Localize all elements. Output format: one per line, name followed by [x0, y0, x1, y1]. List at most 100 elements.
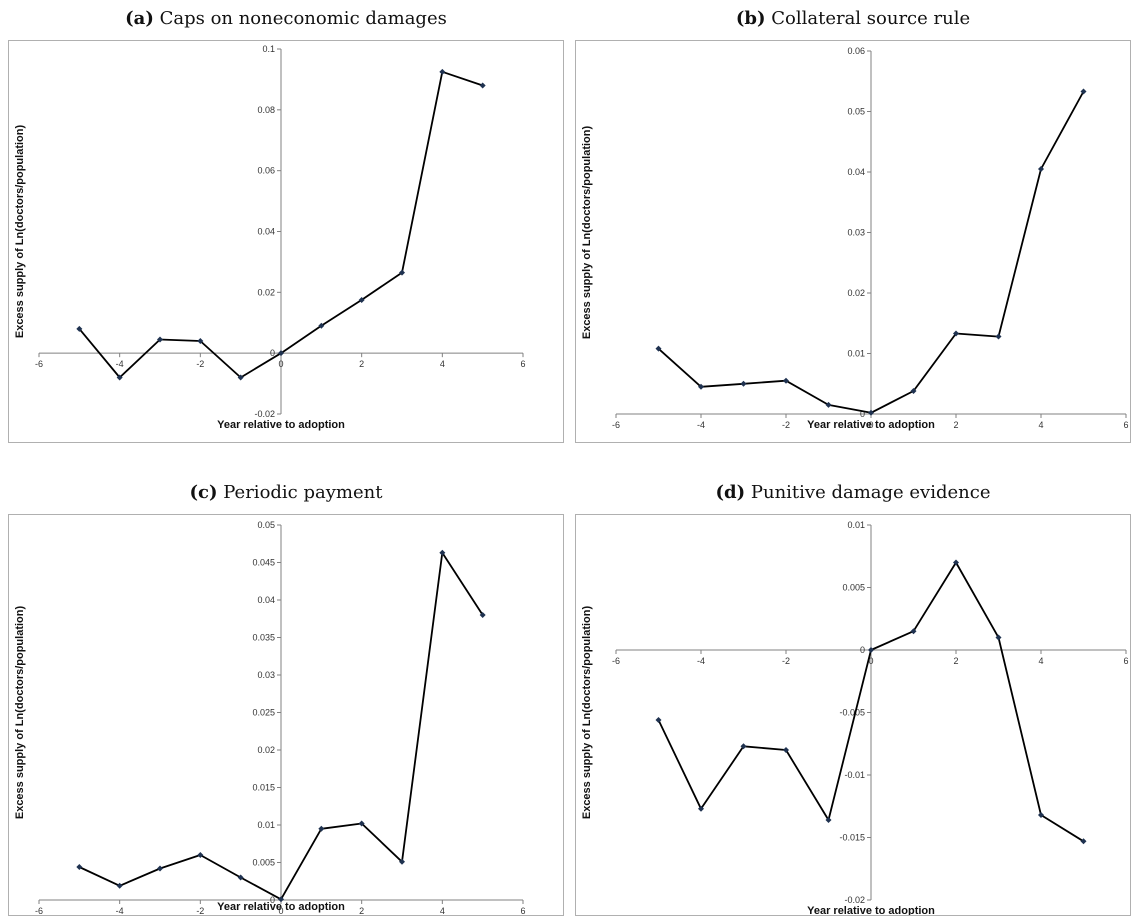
x-tick-label: 2 [359, 359, 364, 369]
data-point [740, 743, 747, 750]
chart-frame: -0.02 0 0.02 0.04 0.06 0.08 0.1 -6 -4 -2 0 2 4 6 Year … [8, 40, 564, 443]
data-point [1080, 88, 1087, 95]
data-point [157, 336, 163, 343]
data-point [197, 338, 204, 344]
y-tick-label: 0.005 [842, 583, 865, 593]
x-axis-label: Year relative to adoption [217, 419, 345, 431]
y-tick-label: -0.005 [839, 708, 865, 718]
y-tick-label: 0 [860, 645, 865, 655]
x-axis-label: Year relative to adoption [807, 419, 935, 431]
y-tick-label: 0.05 [847, 107, 865, 117]
x-tick-label: 2 [953, 656, 958, 666]
chart-title-text: Periodic payment [223, 482, 383, 503]
chart-title: (a) Caps on noneconomic damages [8, 8, 564, 29]
y-tick-label: -0.01 [844, 770, 865, 780]
data-point [868, 409, 874, 416]
y-tick-label: 0 [860, 409, 865, 419]
x-tick-label: 6 [520, 359, 525, 369]
data-point [1038, 165, 1044, 172]
y-tick-label: 0.04 [257, 595, 275, 605]
x-tick-label: 4 [1038, 656, 1043, 666]
data-point [655, 345, 662, 352]
data-point [318, 825, 325, 832]
data-point [698, 805, 704, 812]
chart-svg: -0.02 -0.015 -0.01 -0.005 0 0.005 0.01 -6 -4 -2 0 2… [581, 520, 1129, 915]
data-point [995, 634, 1002, 641]
data-point [76, 864, 83, 870]
chart-svg: 0 0.005 0.01 0.015 0.02 0.025 0.03 0.035 0.04 0.0… [14, 520, 526, 915]
y-axis-label: Excess supply of Ln(doctors/population) [581, 606, 593, 820]
x-tick-label: -4 [116, 906, 124, 915]
chart-title: (c) Periodic payment [8, 482, 564, 503]
y-tick-label: 0.06 [847, 46, 865, 56]
x-tick-label: 0 [278, 359, 283, 369]
x-tick-label: 4 [440, 906, 445, 915]
chart-panel-c: (c) Periodic payment 0 0.005 0.01 0.015 0.02… [8, 482, 564, 916]
y-tick-label: 0.045 [252, 558, 275, 568]
x-tick-label: -6 [612, 420, 620, 430]
data-point [116, 882, 123, 889]
y-tick-label: 0.025 [252, 708, 275, 718]
y-tick-label: 0.02 [257, 745, 275, 755]
y-tick-label: 0.035 [252, 633, 275, 643]
x-axis-label: Year relative to adoption [217, 901, 345, 913]
x-tick-label: -2 [196, 906, 204, 915]
data-point [1038, 812, 1044, 818]
x-tick-label: -6 [35, 906, 43, 915]
data-point [358, 820, 365, 827]
x-tick-label: -6 [612, 656, 620, 666]
x-tick-label: -4 [697, 420, 705, 430]
data-point [237, 874, 244, 881]
data-point [953, 559, 959, 566]
data-point [910, 388, 917, 395]
x-tick-label: 4 [1038, 420, 1043, 430]
data-point [479, 612, 486, 618]
y-tick-label: 0.005 [252, 858, 275, 868]
y-tick-label: 0.03 [847, 228, 865, 238]
data-point [953, 330, 959, 337]
data-point [278, 350, 284, 357]
data-point [318, 322, 325, 329]
data-point [995, 333, 1002, 340]
y-tick-label: -0.015 [839, 833, 865, 843]
chart-svg: -0.02 0 0.02 0.04 0.06 0.08 0.1 -6 -4 -2 0 2 4 6 Year … [14, 44, 526, 431]
chart-title-text: Punitive damage evidence [750, 482, 991, 503]
data-point [439, 68, 446, 75]
data-point [655, 717, 662, 723]
y-tick-label: -0.02 [254, 409, 275, 419]
chart-panel-d: (d) Punitive damage evidence -0.02 -0.015… [575, 482, 1131, 916]
y-axis-label: Excess supply of Ln(doctors/population) [581, 126, 593, 340]
data-point [783, 747, 789, 753]
data-point [698, 383, 704, 390]
y-tick-label: 0.01 [257, 820, 275, 830]
x-tick-label: 0 [868, 420, 873, 430]
data-point [399, 269, 405, 276]
data-point [1080, 838, 1087, 845]
y-tick-label: 0.04 [257, 227, 275, 237]
data-point [783, 377, 789, 384]
y-tick-label: 0.08 [257, 105, 275, 115]
y-tick-label: 0.1 [262, 44, 275, 54]
chart-title-text: Caps on noneconomic damages [159, 8, 447, 29]
x-tick-label: 0 [868, 656, 873, 666]
y-tick-label: -0.02 [844, 895, 865, 905]
data-point [825, 817, 832, 823]
x-tick-label: -4 [116, 359, 124, 369]
x-tick-label: 4 [440, 359, 445, 369]
x-tick-label: 0 [278, 906, 283, 915]
x-tick-label: 6 [1123, 656, 1128, 666]
y-tick-label: 0 [270, 348, 275, 358]
data-point [479, 82, 486, 89]
x-tick-label: -6 [35, 359, 43, 369]
chart-frame: 0 0.005 0.01 0.015 0.02 0.025 0.03 0.035 0.04 0.0… [8, 514, 564, 916]
data-point [740, 380, 747, 387]
chart-title: (d) Punitive damage evidence [575, 482, 1131, 503]
chart-frame: 0 0.01 0.02 0.03 0.04 0.05 0.06 -6 -4 -2 0 2 4 6 Year … [575, 40, 1131, 443]
y-tick-label: 0.06 [257, 166, 275, 176]
data-point [399, 858, 405, 865]
y-tick-label: 0.02 [847, 288, 865, 298]
data-point [910, 628, 917, 635]
data-point [439, 549, 446, 556]
y-tick-label: 0.05 [257, 520, 275, 530]
chart-tag: (d) [715, 482, 746, 503]
